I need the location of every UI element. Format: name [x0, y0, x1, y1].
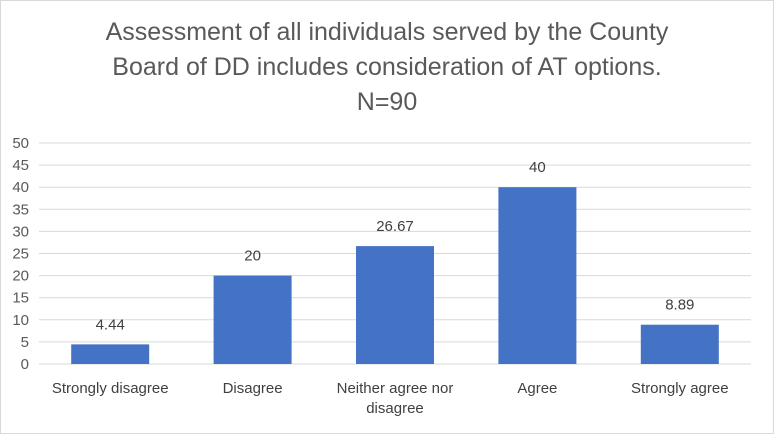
data-label: 4.44 [96, 316, 125, 333]
y-tick-label: 5 [21, 334, 29, 351]
bar [498, 187, 577, 364]
x-category-label: Disagree [223, 380, 283, 397]
data-label: 26.67 [376, 218, 414, 235]
y-tick-label: 10 [12, 312, 29, 329]
y-tick-label: 0 [21, 356, 29, 373]
chart-title: Assessment of all individuals served by … [1, 15, 773, 120]
x-category-label: Agree [517, 380, 557, 397]
bar [356, 246, 434, 364]
bar [640, 324, 719, 364]
bar [213, 275, 292, 364]
data-label: 40 [529, 159, 546, 176]
data-label: 20 [244, 248, 261, 265]
x-category-label: Strongly disagree [52, 380, 169, 397]
chart-title-line-1: Assessment of all individuals served by … [105, 18, 669, 46]
y-tick-label: 45 [12, 157, 29, 174]
data-label: 8.89 [665, 297, 694, 314]
y-tick-label: 25 [12, 246, 29, 263]
y-tick-label: 40 [12, 179, 29, 196]
x-category-label: Neither agree nor disagree [337, 380, 454, 417]
y-tick-label: 50 [12, 135, 29, 152]
chart-title-line-2: Board of DD includes consideration of AT… [112, 53, 662, 81]
x-category-label: Strongly agree [631, 380, 729, 397]
y-tick-label: 30 [12, 223, 29, 240]
chart-title-line-3: N=90 [356, 88, 418, 116]
y-tick-label: 20 [12, 268, 29, 285]
bar [71, 344, 150, 364]
y-tick-label: 15 [12, 290, 29, 307]
y-tick-label: 35 [12, 201, 29, 218]
